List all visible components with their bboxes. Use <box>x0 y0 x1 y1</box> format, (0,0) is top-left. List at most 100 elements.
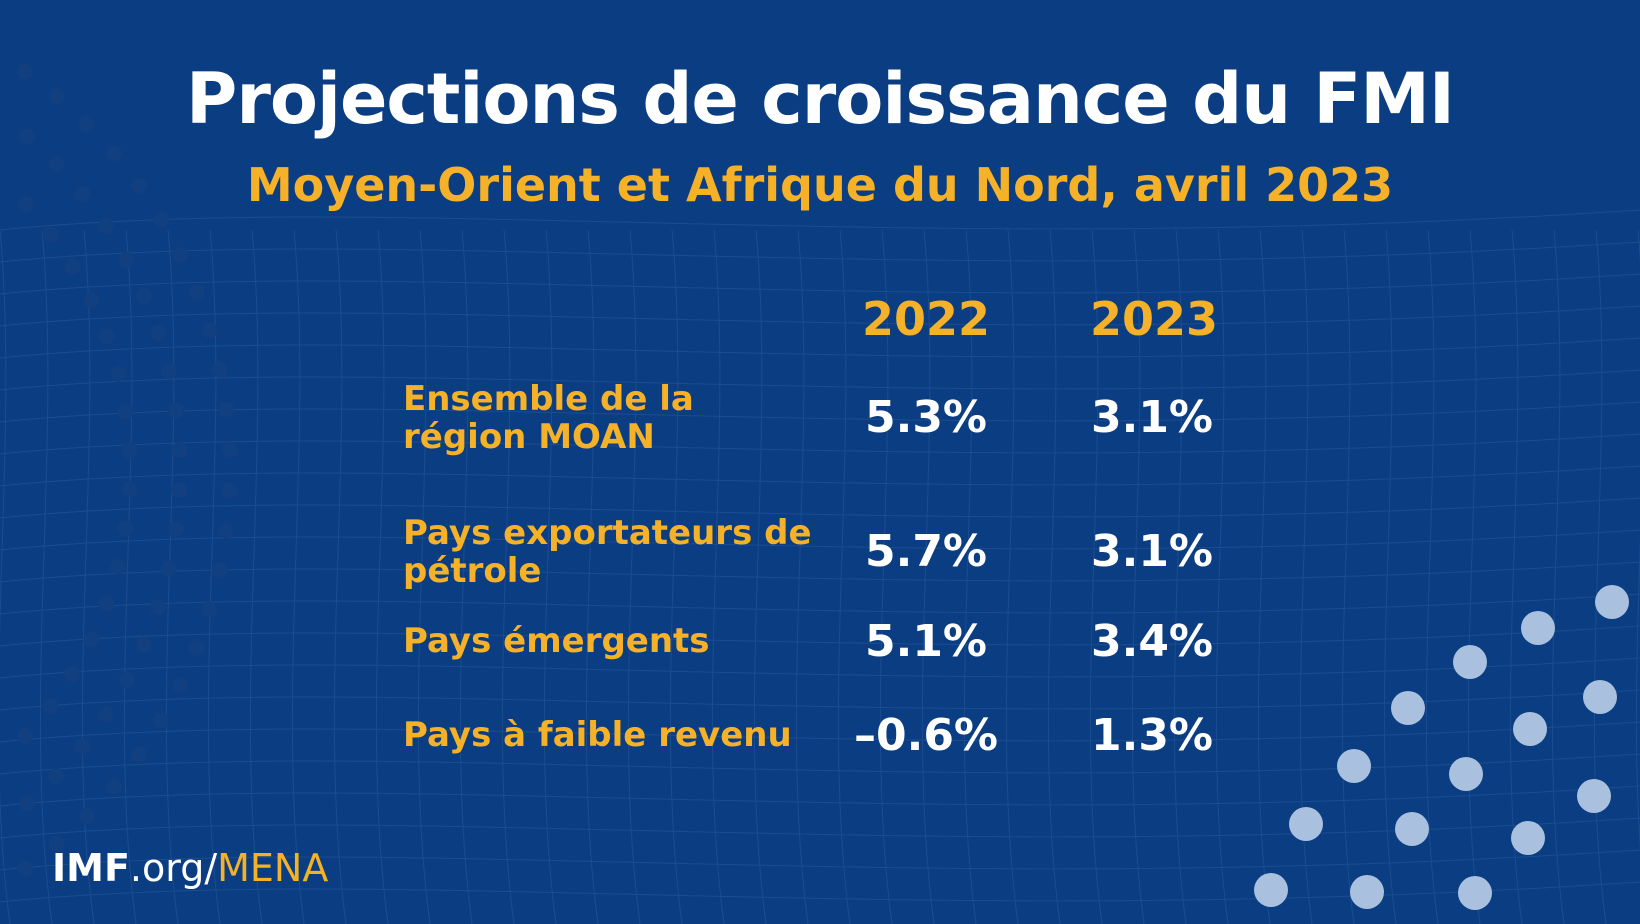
decorative-dot <box>121 442 138 459</box>
mesh-line <box>711 229 725 924</box>
decorative-dot <box>17 860 33 877</box>
decorative-dot <box>1395 812 1429 846</box>
decorative-dot <box>98 217 115 234</box>
decorative-dot <box>1583 680 1617 714</box>
column-header-2023: 2023 <box>1089 292 1219 346</box>
decorative-dot <box>118 672 135 688</box>
decorative-dot <box>1289 807 1323 841</box>
mesh-line <box>0 817 1640 839</box>
mesh-line <box>417 229 431 924</box>
mesh-line <box>0 433 1640 455</box>
decorative-dot <box>201 322 218 339</box>
mesh-line <box>0 529 1640 551</box>
decorative-dot <box>1595 585 1629 619</box>
mesh-line <box>0 465 1640 487</box>
cell-emerging-2022: 5.1% <box>864 616 988 667</box>
mesh-line <box>1089 229 1103 924</box>
mesh-line <box>1047 229 1061 924</box>
decorative-dot <box>121 481 138 498</box>
mesh-line <box>123 229 137 924</box>
cell-oil-exporters-2023: 3.1% <box>1090 526 1214 577</box>
page-title: Projections de croissance du FMI <box>186 58 1455 140</box>
mesh-line <box>0 657 1640 679</box>
decorative-dot <box>130 177 147 194</box>
mesh-line <box>0 785 1640 807</box>
decorative-dot <box>109 558 126 575</box>
mesh-line <box>501 229 515 924</box>
mesh-line <box>1509 229 1523 924</box>
decorative-dot <box>160 560 177 577</box>
decorative-dot <box>172 677 189 693</box>
mesh-line <box>0 849 1640 871</box>
decorative-dot <box>48 768 65 784</box>
mesh-line <box>1593 229 1607 924</box>
decorative-dot <box>171 481 188 498</box>
mesh-line <box>585 229 599 924</box>
mesh-line <box>0 209 1640 231</box>
footer-imf: IMF <box>52 846 130 890</box>
mesh-line <box>627 229 641 924</box>
row-label-region: Ensemble de la région MOAN <box>403 379 694 457</box>
mesh-line <box>963 229 977 924</box>
mesh-line <box>1173 229 1187 924</box>
decorative-dot <box>1337 749 1371 783</box>
mesh-line <box>753 229 767 924</box>
decorative-dot <box>1254 873 1288 907</box>
mesh-line <box>1467 229 1481 924</box>
mesh-line <box>1551 229 1565 924</box>
mesh-line <box>1341 229 1355 924</box>
cell-region-2022: 5.3% <box>864 392 988 443</box>
footer-url: IMF.org/MENA <box>52 846 328 890</box>
decorative-dot <box>188 640 205 656</box>
decorative-dot <box>106 145 123 162</box>
mesh-line <box>1257 229 1271 924</box>
mesh-line <box>1425 229 1439 924</box>
mesh-line <box>1131 229 1145 924</box>
decorative-dot <box>48 88 65 105</box>
decorative-dot <box>218 522 235 539</box>
row-label-oil-exporters: Pays exportateurs de pétrole <box>403 513 812 591</box>
mesh-line <box>81 229 95 924</box>
mesh-line <box>0 881 1640 903</box>
decorative-dot <box>74 185 91 202</box>
decorative-dot <box>150 325 167 341</box>
decorative-dot <box>98 328 115 345</box>
column-header-2022: 2022 <box>861 292 991 346</box>
row-label-emerging: Pays émergents <box>403 621 710 661</box>
decorative-dot <box>136 287 152 304</box>
decorative-dot <box>168 402 184 419</box>
decorative-dot <box>130 746 147 763</box>
mesh-line <box>0 401 1640 423</box>
decorative-dot <box>78 115 95 132</box>
decorative-dot <box>221 482 238 499</box>
mesh-line <box>0 753 1640 775</box>
decorative-dot <box>19 128 36 145</box>
mesh-line <box>39 229 53 924</box>
decorative-dot <box>109 365 126 382</box>
decorative-dot <box>64 258 81 275</box>
decorative-dot <box>1577 779 1611 813</box>
decorative-dot <box>42 226 59 242</box>
footer-org: .org/ <box>129 846 218 890</box>
mesh-line <box>879 229 893 924</box>
decorative-dot <box>17 196 34 213</box>
mesh-line <box>0 229 11 924</box>
decorative-dot <box>78 808 95 825</box>
decorative-dot <box>17 727 34 744</box>
mesh-line <box>249 229 263 924</box>
decorative-dot <box>150 599 167 615</box>
decorative-dot <box>172 247 189 263</box>
mesh-line <box>669 229 683 924</box>
mesh-line <box>0 689 1640 711</box>
decorative-dot <box>1350 875 1384 909</box>
decorative-dot <box>118 252 135 268</box>
decorative-dot <box>98 595 115 612</box>
mesh-line <box>1635 229 1640 850</box>
decorative-dot <box>1513 712 1547 746</box>
mesh-line <box>0 625 1640 647</box>
decorative-dot <box>160 363 177 380</box>
mesh-line <box>795 229 809 924</box>
mesh-line <box>459 229 473 924</box>
